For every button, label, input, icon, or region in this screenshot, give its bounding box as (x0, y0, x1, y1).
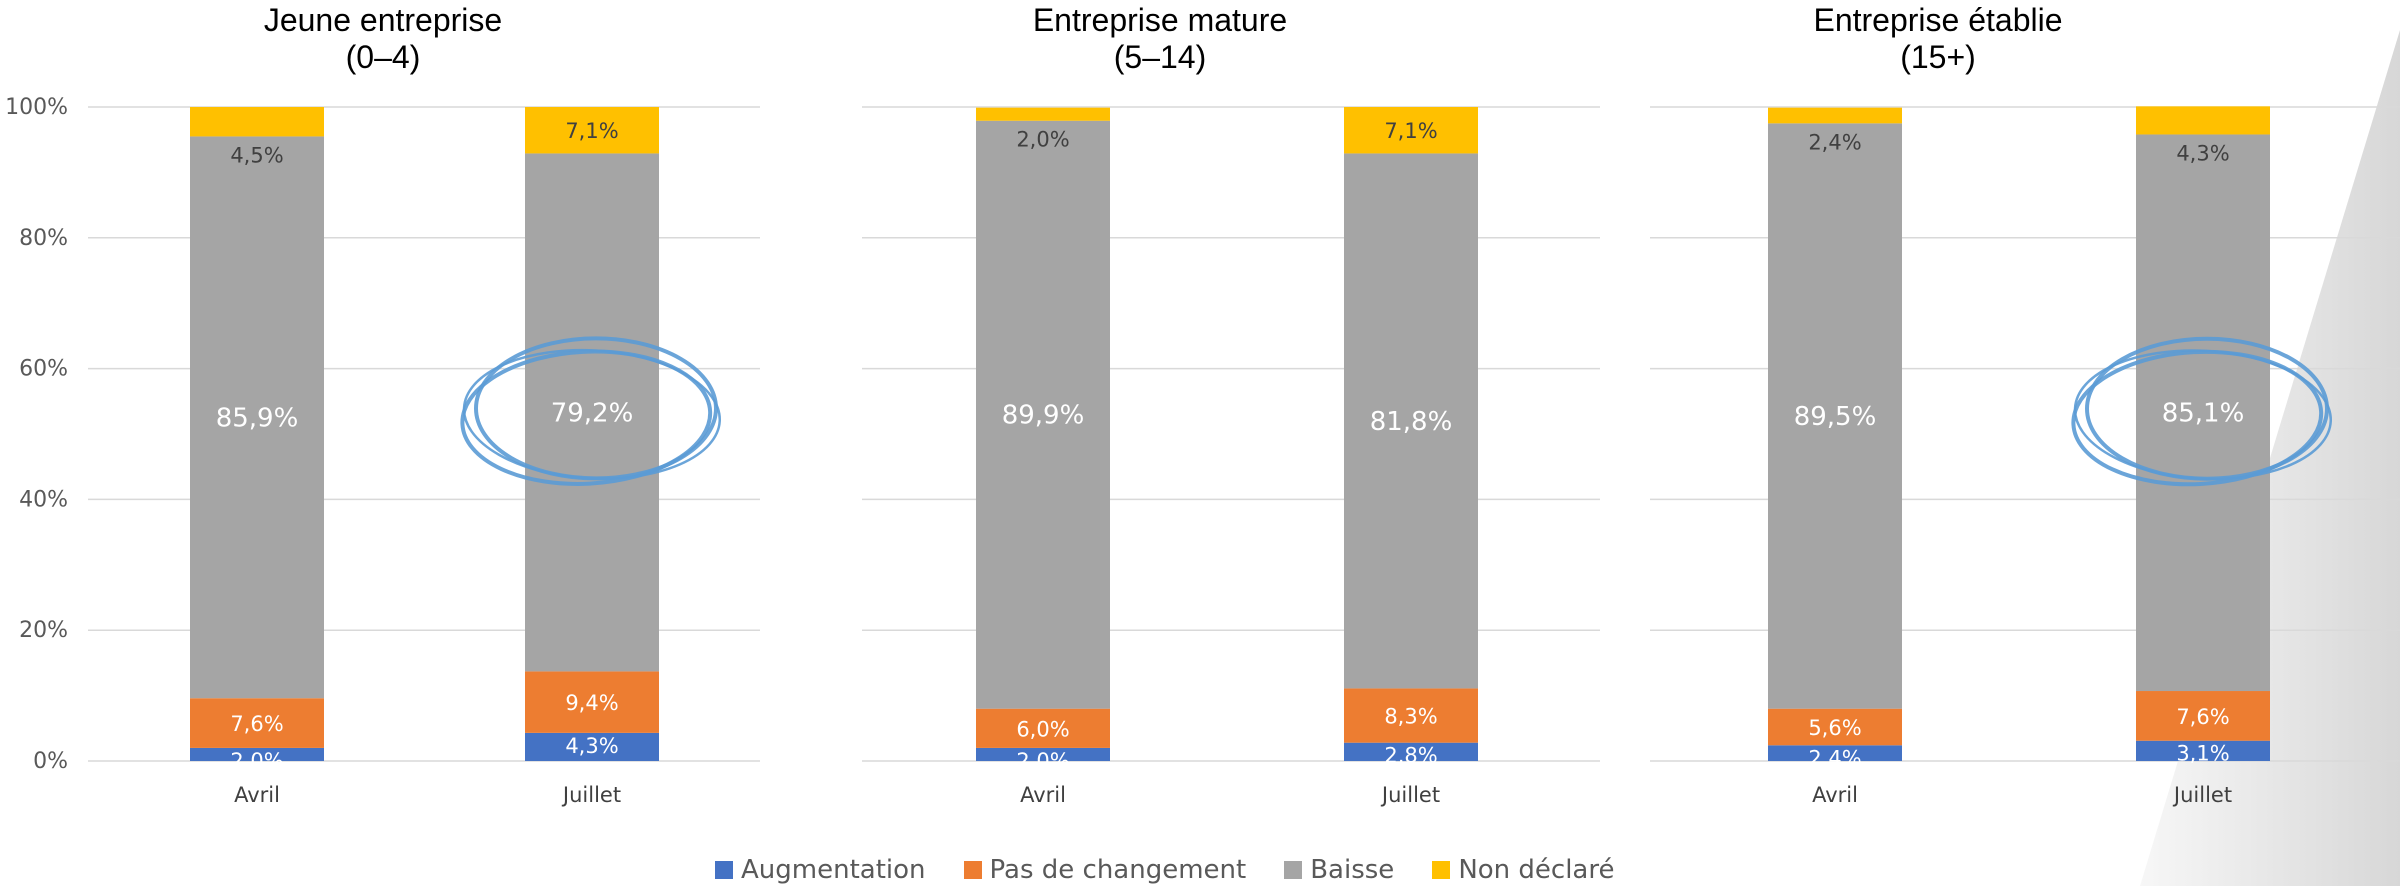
chart-1-bar-juillet-augmentation (525, 732, 659, 761)
chart-1-ytick-label: 40% (19, 487, 68, 512)
chart-3-highlight-circle (2073, 349, 2333, 481)
chart-2-bar-avril-pas-de-changement (976, 708, 1110, 748)
chart-2-data-label-avril-baisse: 89,9% (1002, 401, 1085, 431)
chart-3-data-label-juillet-pas-de-changement: 7,6% (2176, 705, 2229, 729)
legend-swatch-non-declare (1432, 861, 1451, 879)
chart-1-bar-juillet-baisse (525, 153, 659, 672)
legend-item-non-declare: Non déclaré (1432, 855, 1614, 885)
chart-1-data-label-avril-augmentation: 2,0% (230, 749, 283, 773)
chart-1-data-label-juillet-baisse: 79,2% (551, 398, 634, 428)
legend-item-augmentation: Augmentation (715, 855, 926, 885)
chart-3-bar-avril-augmentation (1768, 745, 1902, 761)
panel-title-1-line1: Jeune entreprise (263, 2, 503, 38)
legend-swatch-pas-de-changement (963, 861, 982, 879)
chart-1-ytick-label: 60% (19, 357, 68, 382)
chart-1-category-label-juillet: Juillet (561, 783, 621, 807)
chart-1-data-label-juillet-pas-de-changement: 9,4% (565, 691, 618, 715)
chart-3-data-label-avril-non-declare: 2,4% (1808, 130, 1861, 154)
chart-3-bar-juillet-augmentation (2136, 740, 2270, 761)
chart-2-bar-juillet-non-declare (1344, 107, 1478, 154)
chart-3-data-label-juillet-non-declare: 4,3% (2176, 141, 2229, 165)
chart-1-bar-juillet-pas-de-changement (525, 671, 659, 733)
chart-3-data-label-avril-pas-de-changement: 5,6% (1808, 716, 1861, 740)
legend-label-baisse: Baisse (1310, 855, 1395, 885)
chart-1-ytick-label: 20% (19, 618, 68, 643)
chart-2-bar-avril-augmentation (976, 747, 1110, 761)
chart-1-bar-avril-baisse (190, 136, 324, 699)
chart-2-bar-juillet-augmentation (1344, 742, 1478, 761)
chart-2-data-label-juillet-baisse: 81,8% (1370, 407, 1453, 437)
legend-label-non-declare: Non déclaré (1458, 855, 1615, 885)
chart-3-data-label-avril-augmentation: 2,4% (1808, 746, 1861, 770)
chart-2-category-label-avril: Avril (1020, 783, 1066, 807)
chart-2-category-label-juillet: Juillet (1380, 783, 1440, 807)
chart-3-bar-avril-pas-de-changement (1768, 708, 1902, 746)
chart-2-bar-avril-baisse (976, 120, 1110, 709)
chart-1-data-label-avril-non-declare: 4,5% (230, 143, 283, 167)
chart-1-data-label-juillet-augmentation: 4,3% (565, 734, 618, 758)
legend: Augmentation Pas de changement Baisse No… (715, 852, 1614, 888)
chart-1-bar-avril-non-declare (190, 107, 324, 137)
chart-2-data-label-avril-augmentation: 2,0% (1016, 749, 1069, 773)
panel-title-1-line2: (0–4) (345, 39, 421, 75)
chart-2-bar-avril-non-declare (976, 107, 1110, 121)
chart-1-category-label-avril: Avril (234, 783, 280, 807)
chart-1-data-label-juillet-non-declare: 7,1% (565, 119, 618, 143)
chart-3-data-label-avril-baisse: 89,5% (1794, 402, 1877, 432)
chart-3-bar-juillet-pas-de-changement (2136, 691, 2270, 741)
chart-2-data-label-avril-non-declare: 2,0% (1016, 128, 1069, 152)
legend-swatch-baisse (1284, 861, 1303, 879)
chart-1-bar-avril-pas-de-changement (190, 698, 324, 748)
chart-3-category-label-avril: Avril (1812, 783, 1858, 807)
chart-1-ytick-label: 100% (5, 95, 68, 120)
chart-2-data-label-avril-pas-de-changement: 6,0% (1016, 717, 1069, 741)
chart-3-bar-avril-baisse (1768, 123, 1902, 709)
panel-title-3-line1: Entreprise établie (1813, 2, 2063, 38)
legend-item-pas-de-changement: Pas de changement (963, 855, 1247, 885)
chart-3-bar-juillet-non-declare (2136, 106, 2270, 135)
panel-title-2-line2: (5–14) (1113, 39, 1207, 75)
chart-1-highlight-circle (462, 348, 722, 480)
chart-1-bar-avril-augmentation (190, 747, 324, 761)
chart-1-data-label-avril-pas-de-changement: 7,6% (230, 712, 283, 736)
panel-title-3: Entreprise établie (15+) (1738, 2, 2138, 76)
chart-1-ytick-label: 0% (33, 749, 68, 774)
legend-label-pas-de-changement: Pas de changement (989, 855, 1247, 885)
panel-title-2: Entreprise mature (5–14) (960, 2, 1360, 76)
chart-2-bar-juillet-pas-de-changement (1344, 688, 1478, 743)
chart-2-data-label-juillet-non-declare: 7,1% (1384, 119, 1437, 143)
legend-label-augmentation: Augmentation (741, 855, 926, 885)
panel-title-2-line1: Entreprise mature (1032, 2, 1288, 38)
chart-2-data-label-juillet-pas-de-changement: 8,3% (1384, 705, 1437, 729)
chart-3-bar-juillet-baisse (2136, 134, 2270, 692)
chart-3-highlight-circle (2071, 349, 2324, 487)
panel-title-3-line2: (15+) (1900, 39, 1976, 75)
chart-1-bar-juillet-non-declare (525, 107, 659, 154)
chart-3-bar-avril-non-declare (1768, 107, 1902, 124)
legend-swatch-augmentation (715, 861, 733, 879)
panel-title-1: Jeune entreprise (0–4) (183, 2, 583, 76)
chart-1-ytick-label: 80% (19, 226, 68, 251)
legend-item-baisse: Baisse (1284, 855, 1394, 885)
chart-3-category-label-juillet: Juillet (2172, 783, 2232, 807)
chart-3-data-label-juillet-augmentation: 3,1% (2176, 742, 2229, 766)
chart-1-highlight-circle (460, 349, 713, 486)
chart-3-data-label-juillet-baisse: 85,1% (2162, 399, 2245, 429)
chart-2-data-label-juillet-augmentation: 2,8% (1384, 744, 1437, 768)
chart-2-bar-juillet-baisse (1344, 153, 1478, 689)
chart-1-data-label-avril-baisse: 85,9% (216, 403, 299, 433)
